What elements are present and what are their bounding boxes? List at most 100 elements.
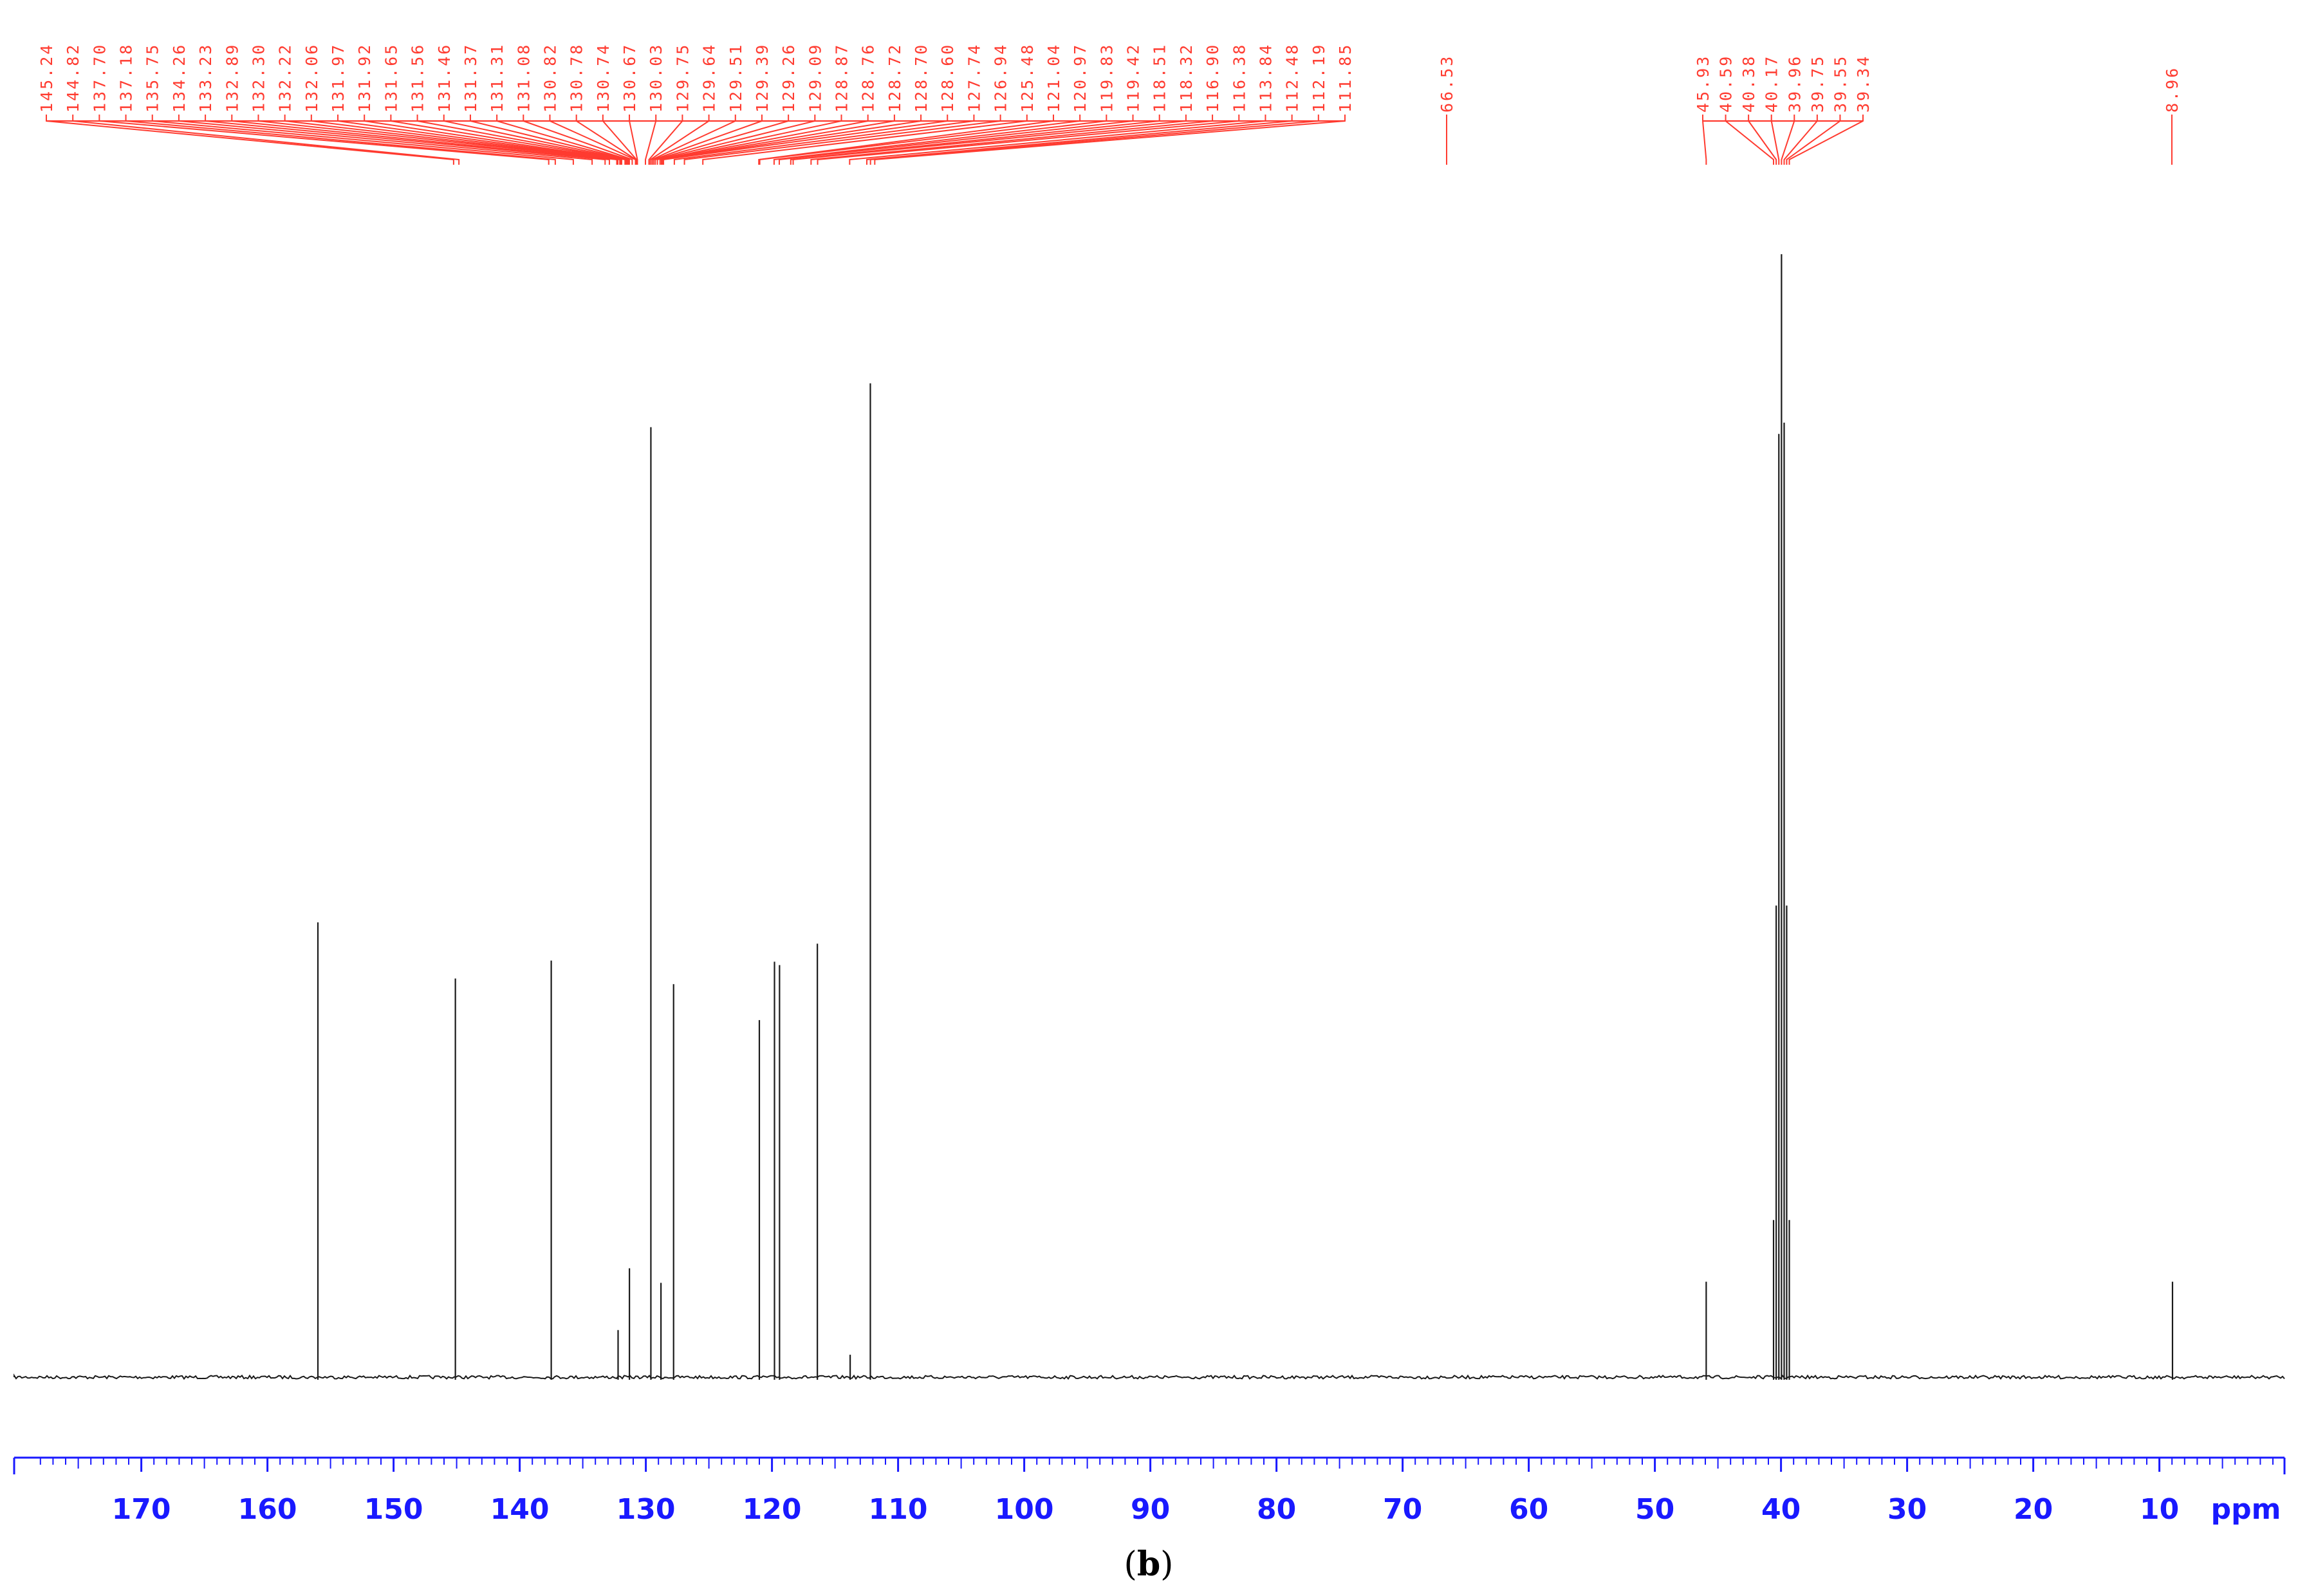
peak-label-leader: [1748, 115, 1777, 165]
peak-label: 119.83: [1097, 43, 1116, 113]
peak-label: 133.23: [196, 43, 215, 113]
spectrum-baseline: [14, 1373, 2285, 1380]
peak-label-leader: [792, 115, 1187, 165]
peak-label: 132.06: [302, 43, 321, 113]
peak-label: 129.64: [700, 43, 719, 113]
x-tick-label: 70: [1383, 1493, 1422, 1526]
caption-suffix: ): [1160, 1545, 1173, 1584]
peak-label: 129.26: [779, 43, 798, 113]
peak-label: 118.51: [1151, 43, 1169, 113]
peak-label: 131.37: [461, 43, 480, 113]
peak-label-leader: [702, 115, 1028, 165]
x-tick-label: 110: [869, 1493, 928, 1526]
peak-label: 131.97: [329, 43, 347, 113]
peak-label: 120.97: [1071, 43, 1089, 113]
peak-label-leader: [443, 115, 628, 165]
peak-label: 112.48: [1283, 43, 1302, 113]
peak-label-leader: [523, 115, 633, 165]
peak-label-leader: [817, 115, 1240, 165]
peak-label-leader: [663, 115, 949, 165]
peak-label: 145.24: [37, 43, 56, 113]
peak-label-leader: [469, 115, 629, 165]
peak-label-leader: [46, 115, 454, 165]
peak-label-leader: [866, 115, 1293, 165]
x-tick-label: 160: [238, 1493, 297, 1526]
peak-label-leader: [648, 115, 683, 165]
x-tick-label: 30: [1887, 1493, 1927, 1526]
peak-label: 131.46: [435, 43, 454, 113]
peak-label: 131.65: [382, 43, 400, 113]
peak-label-leader: [231, 115, 610, 165]
x-tick-label: 120: [743, 1493, 802, 1526]
peak-label: 128.60: [938, 43, 957, 113]
peak-label-leader: [778, 115, 1134, 165]
peak-label: 39.75: [1808, 55, 1827, 113]
peak-label: 116.38: [1230, 43, 1248, 113]
peak-label-leader: [1786, 115, 1841, 165]
peak-label: 45.93: [1694, 55, 1712, 113]
x-tick-label: 170: [112, 1493, 171, 1526]
x-axis: 170 160 150 140 130 120 110 100 90 80 70 60 50 40 30 20…: [13, 1456, 2286, 1526]
peak-label: 129.09: [806, 43, 824, 113]
peak-label: 134.26: [170, 43, 189, 113]
x-tick-label: 20: [2014, 1493, 2053, 1526]
peak-label-leader: [683, 115, 1001, 165]
peak-label: 135.75: [144, 43, 162, 113]
x-tick-label: 50: [1635, 1493, 1674, 1526]
peak-label: 129.39: [753, 43, 772, 113]
peak-label-leader: [874, 115, 1346, 165]
x-tick-label: 150: [364, 1493, 423, 1526]
peak-label-leader: [496, 115, 630, 165]
peak-label-leader: [654, 115, 790, 165]
peak-label-leader: [653, 115, 763, 165]
peak-label-leader: [310, 115, 621, 165]
peak-label: 132.30: [249, 43, 268, 113]
peak-label: 131.08: [514, 43, 533, 113]
peak-label: 129.75: [673, 43, 692, 113]
peak-label-leader: [656, 115, 816, 165]
peak-label-leader: [1770, 115, 1780, 165]
peak-label: 113.84: [1256, 43, 1275, 113]
peak-label-leader: [364, 115, 622, 165]
peak-label: 132.89: [223, 43, 241, 113]
peak-label-leader: [645, 115, 657, 165]
peak-label: 144.82: [64, 43, 82, 113]
x-tick-label: 140: [490, 1493, 550, 1526]
peak-label: 40.59: [1717, 55, 1736, 113]
peak-label: 130.78: [568, 43, 586, 113]
peak-label: 130.67: [620, 43, 639, 113]
peak-label-leader: [125, 115, 556, 165]
peak-label: 131.92: [355, 43, 374, 113]
caption-prefix: (: [1124, 1545, 1137, 1584]
x-tick-label: 100: [995, 1493, 1054, 1526]
peak-label: 128.70: [912, 43, 931, 113]
peak-label-leader: [1781, 115, 1795, 165]
peak-label-leader: [869, 115, 1319, 165]
peak-label-leader: [659, 115, 842, 165]
peak-label: 129.51: [727, 43, 745, 113]
peak-label-leader: [151, 115, 574, 165]
peak-label: 121.04: [1044, 43, 1063, 113]
peak-label: 116.90: [1203, 43, 1222, 113]
peak-label: 137.18: [117, 43, 136, 113]
peak-label: 39.34: [1854, 55, 1873, 113]
figure-caption: (b): [1124, 1545, 1174, 1584]
peak-label-leader: [673, 115, 975, 165]
peak-label-leader: [390, 115, 626, 165]
peak-label-leader: [602, 115, 638, 165]
x-tick-label: 130: [616, 1493, 676, 1526]
peak-label-leader: [759, 115, 1081, 165]
peak-label-leader: [205, 115, 606, 165]
peak-label-leader: [1783, 115, 1818, 165]
peak-label: 130.03: [647, 43, 665, 113]
peak-label-leader: [72, 115, 460, 165]
peak-label: 137.70: [90, 43, 109, 113]
x-tick-label: 90: [1131, 1493, 1170, 1526]
peak-label-leader: [1788, 115, 1864, 165]
peak-label-leader: [649, 115, 710, 165]
peak-label: 128.87: [833, 43, 851, 113]
x-axis-unit-label: ppm: [2211, 1493, 2281, 1526]
peak-label: 40.17: [1763, 55, 1781, 113]
peak-label: 132.22: [276, 43, 295, 113]
